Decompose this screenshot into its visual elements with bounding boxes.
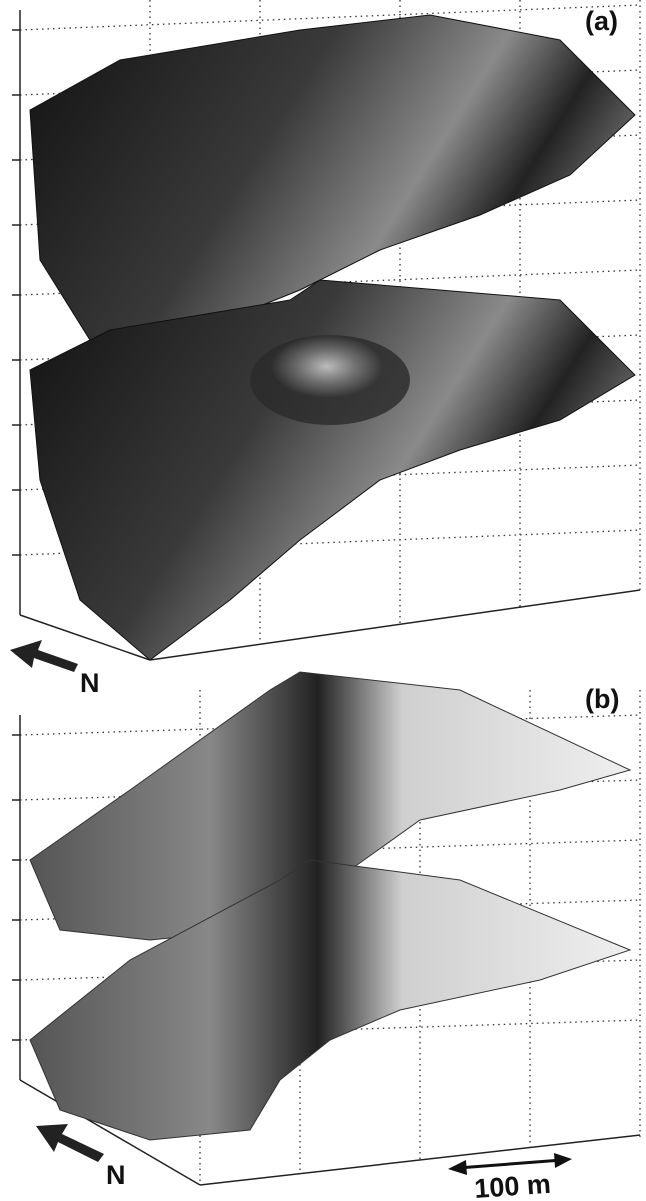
terrain-highlight [250,335,410,425]
north-label: N [106,1160,126,1190]
panel-label: (a) [585,6,618,36]
panel-label: (b) [585,684,619,714]
figure: (a) N (b) N 100 m [0,0,646,1201]
scale-label: 100 m [473,1169,551,1201]
north-arrow [36,1124,104,1162]
north-arrow [10,640,78,672]
north-label: N [80,668,100,698]
